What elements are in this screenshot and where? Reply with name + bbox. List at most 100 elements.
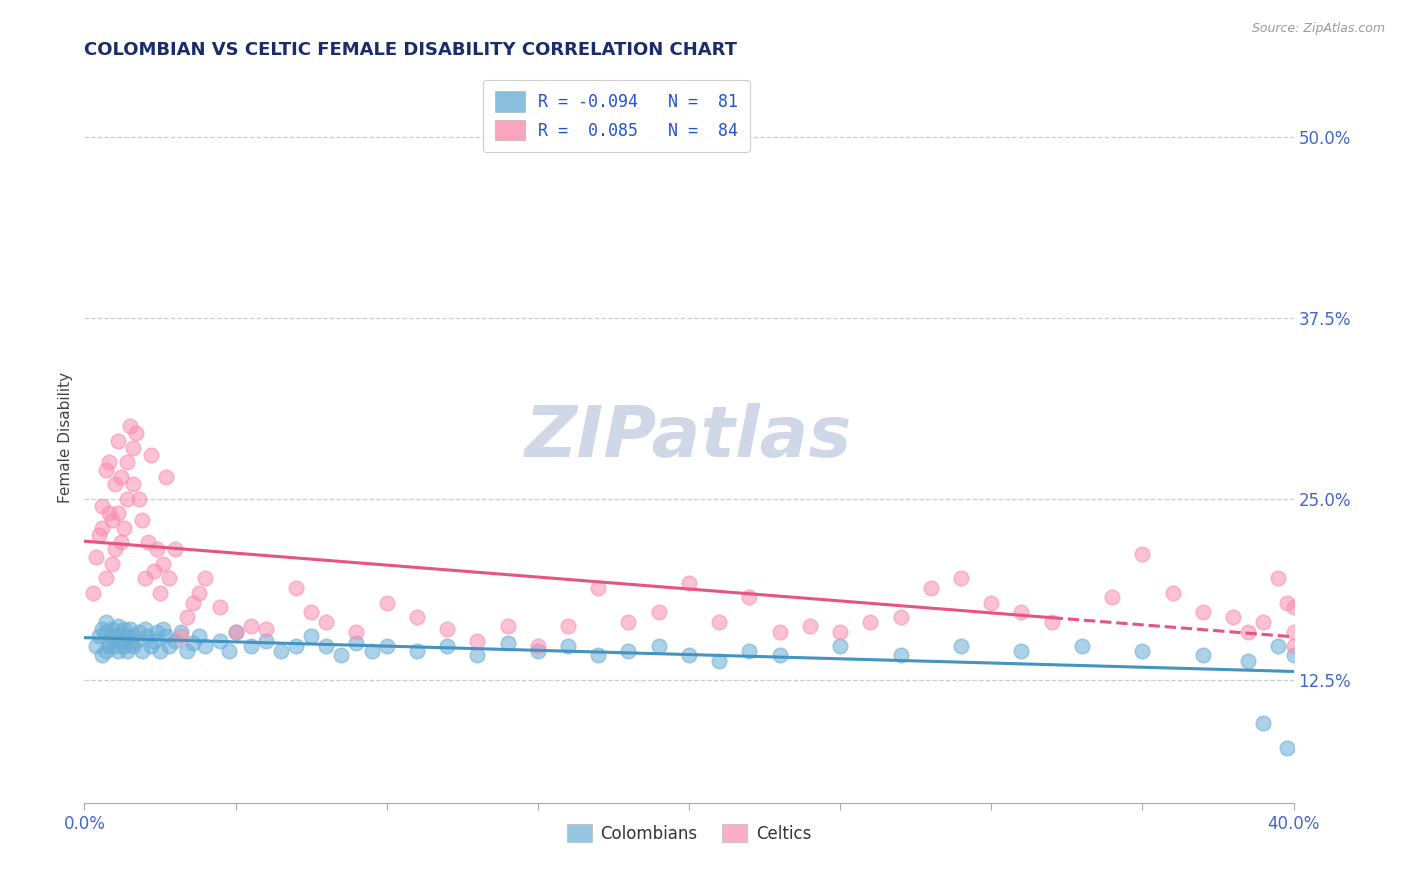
- Point: [110, 624, 132, 639]
- Point: [1277, 596, 1299, 610]
- Point: [1101, 590, 1123, 604]
- Point: [890, 648, 912, 662]
- Point: [97, 633, 120, 648]
- Point: [121, 629, 143, 643]
- Point: [920, 582, 942, 596]
- Point: [218, 644, 240, 658]
- Point: [769, 624, 792, 639]
- Point: [225, 624, 247, 639]
- Point: [170, 624, 193, 639]
- Point: [1130, 547, 1153, 561]
- Point: [107, 506, 129, 520]
- Point: [285, 640, 308, 654]
- Point: [170, 629, 193, 643]
- Point: [980, 596, 1002, 610]
- Point: [134, 571, 156, 585]
- Point: [1192, 605, 1215, 619]
- Point: [406, 644, 429, 658]
- Point: [118, 419, 141, 434]
- Point: [188, 586, 211, 600]
- Y-axis label: Female Disability: Female Disability: [58, 371, 73, 503]
- Point: [330, 648, 353, 662]
- Point: [436, 640, 458, 654]
- Point: [1011, 605, 1033, 619]
- Point: [709, 654, 731, 668]
- Point: [104, 477, 127, 491]
- Point: [149, 586, 172, 600]
- Text: Source: ZipAtlas.com: Source: ZipAtlas.com: [1251, 22, 1385, 36]
- Point: [1222, 610, 1244, 624]
- Point: [1282, 624, 1305, 639]
- Point: [104, 629, 127, 643]
- Point: [557, 619, 579, 633]
- Point: [830, 624, 852, 639]
- Point: [139, 448, 162, 462]
- Point: [86, 549, 108, 564]
- Point: [678, 648, 700, 662]
- Point: [104, 542, 127, 557]
- Point: [176, 610, 198, 624]
- Point: [181, 596, 204, 610]
- Point: [97, 455, 120, 469]
- Point: [527, 640, 550, 654]
- Point: [91, 648, 114, 662]
- Point: [155, 629, 177, 643]
- Point: [115, 491, 138, 506]
- Point: [375, 596, 398, 610]
- Point: [1267, 571, 1289, 585]
- Legend: Colombians, Celtics: Colombians, Celtics: [560, 818, 818, 849]
- Point: [194, 571, 217, 585]
- Point: [131, 644, 153, 658]
- Point: [239, 619, 262, 633]
- Point: [299, 629, 322, 643]
- Point: [557, 640, 579, 654]
- Point: [799, 619, 821, 633]
- Point: [1161, 586, 1184, 600]
- Point: [588, 648, 610, 662]
- Point: [89, 629, 111, 643]
- Point: [91, 622, 114, 636]
- Point: [950, 640, 973, 654]
- Point: [406, 610, 429, 624]
- Point: [709, 615, 731, 629]
- Point: [112, 622, 135, 636]
- Point: [118, 622, 141, 636]
- Point: [125, 633, 148, 648]
- Point: [188, 629, 211, 643]
- Point: [131, 513, 153, 527]
- Point: [91, 499, 114, 513]
- Point: [157, 571, 180, 585]
- Point: [118, 636, 141, 650]
- Point: [110, 535, 132, 549]
- Point: [107, 619, 129, 633]
- Point: [315, 640, 337, 654]
- Point: [115, 629, 138, 643]
- Point: [225, 624, 247, 639]
- Point: [94, 644, 117, 658]
- Point: [86, 640, 108, 654]
- Point: [91, 520, 114, 534]
- Point: [1011, 644, 1033, 658]
- Point: [100, 513, 122, 527]
- Point: [360, 644, 382, 658]
- Point: [769, 648, 792, 662]
- Point: [100, 622, 122, 636]
- Point: [496, 619, 519, 633]
- Point: [1282, 648, 1305, 662]
- Point: [107, 434, 129, 448]
- Point: [346, 636, 368, 650]
- Point: [94, 624, 117, 639]
- Point: [890, 610, 912, 624]
- Point: [467, 633, 489, 648]
- Point: [1282, 600, 1305, 615]
- Point: [648, 640, 671, 654]
- Point: [146, 542, 169, 557]
- Point: [155, 470, 177, 484]
- Point: [110, 470, 132, 484]
- Point: [146, 624, 169, 639]
- Point: [107, 644, 129, 658]
- Point: [209, 600, 232, 615]
- Point: [136, 535, 159, 549]
- Point: [209, 633, 232, 648]
- Point: [254, 633, 277, 648]
